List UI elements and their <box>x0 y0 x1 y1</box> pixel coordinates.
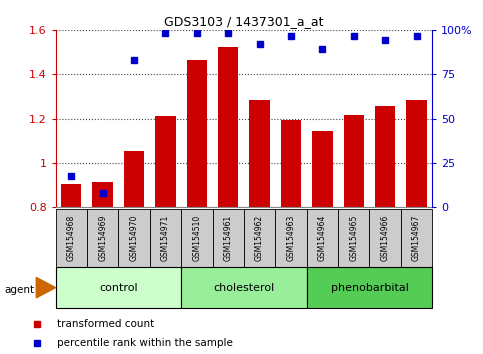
Bar <box>87 209 118 267</box>
Text: GSM154969: GSM154969 <box>98 215 107 261</box>
Polygon shape <box>36 278 56 298</box>
Bar <box>369 209 401 267</box>
Bar <box>213 209 244 267</box>
Text: percentile rank within the sample: percentile rank within the sample <box>57 338 233 348</box>
Text: GSM154966: GSM154966 <box>381 215 390 261</box>
Bar <box>338 209 369 267</box>
Bar <box>61 184 82 207</box>
Bar <box>56 209 87 267</box>
Text: GSM154962: GSM154962 <box>255 215 264 261</box>
Bar <box>275 209 307 267</box>
Text: GSM154968: GSM154968 <box>67 215 76 261</box>
Text: GSM154971: GSM154971 <box>161 215 170 261</box>
Text: control: control <box>99 282 138 293</box>
Text: cholesterol: cholesterol <box>213 282 274 293</box>
Text: GSM154510: GSM154510 <box>192 215 201 261</box>
Bar <box>244 209 275 267</box>
Bar <box>401 209 432 267</box>
Bar <box>249 100 270 207</box>
Text: GSM154967: GSM154967 <box>412 215 421 261</box>
Bar <box>312 131 333 207</box>
Text: phenobarbital: phenobarbital <box>330 282 409 293</box>
Bar <box>181 209 213 267</box>
Bar <box>150 209 181 267</box>
Bar <box>92 182 113 207</box>
Bar <box>186 60 207 207</box>
Text: GSM154963: GSM154963 <box>286 215 296 261</box>
Text: GSM154970: GSM154970 <box>129 215 139 261</box>
Bar <box>307 209 338 267</box>
Text: transformed count: transformed count <box>57 319 154 329</box>
Bar <box>375 107 396 207</box>
Bar <box>406 100 427 207</box>
Bar <box>343 115 364 207</box>
Bar <box>181 267 307 308</box>
Text: GSM154964: GSM154964 <box>318 215 327 261</box>
Bar <box>124 151 144 207</box>
Bar <box>281 120 301 207</box>
Text: agent: agent <box>5 285 35 295</box>
Title: GDS3103 / 1437301_a_at: GDS3103 / 1437301_a_at <box>164 15 324 28</box>
Bar <box>118 209 150 267</box>
Bar <box>155 116 176 207</box>
Bar <box>218 47 239 207</box>
Text: GSM154961: GSM154961 <box>224 215 233 261</box>
Bar <box>56 267 181 308</box>
Bar <box>307 267 432 308</box>
Text: GSM154965: GSM154965 <box>349 215 358 261</box>
